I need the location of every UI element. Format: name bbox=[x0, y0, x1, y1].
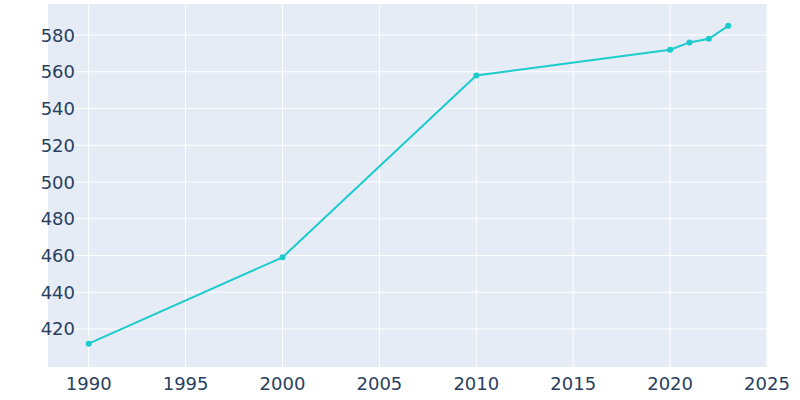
y-grid-line bbox=[48, 182, 767, 183]
x-tick-label: 2010 bbox=[453, 373, 499, 394]
y-tick-label: 560 bbox=[41, 61, 75, 82]
y-tick-label: 460 bbox=[41, 245, 75, 266]
y-tick-label: 540 bbox=[41, 98, 75, 119]
x-tick-label: 2015 bbox=[550, 373, 596, 394]
x-tick-label: 2000 bbox=[260, 373, 306, 394]
point bbox=[86, 341, 92, 347]
y-tick-label: 440 bbox=[41, 282, 75, 303]
x-grid-line bbox=[379, 4, 380, 367]
y-tick-label: 420 bbox=[41, 318, 75, 339]
point bbox=[667, 47, 673, 53]
y-tick-label: 580 bbox=[41, 25, 75, 46]
y-grid-line bbox=[48, 292, 767, 293]
x-grid-line bbox=[573, 4, 574, 367]
series-group bbox=[86, 23, 732, 347]
x-grid-line bbox=[88, 4, 89, 367]
point bbox=[473, 72, 479, 78]
y-grid-line bbox=[48, 255, 767, 256]
y-grid-line bbox=[48, 35, 767, 36]
y-grid-line bbox=[48, 218, 767, 219]
x-grid-line bbox=[185, 4, 186, 367]
y-tick-label: 500 bbox=[41, 172, 75, 193]
point bbox=[725, 23, 731, 29]
x-tick-label: 1995 bbox=[163, 373, 209, 394]
x-tick-label: 2005 bbox=[356, 373, 402, 394]
point bbox=[706, 36, 712, 42]
point bbox=[686, 39, 692, 45]
chart: 420 440 460 480 500 520 540 560 580 1990 1995 2000 2… bbox=[0, 0, 800, 400]
line bbox=[89, 26, 729, 344]
x-tick-label: 1990 bbox=[66, 373, 112, 394]
x-grid-line bbox=[670, 4, 671, 367]
y-grid-line bbox=[48, 145, 767, 146]
x-tick-label: 2025 bbox=[744, 373, 790, 394]
y-grid-line bbox=[48, 71, 767, 72]
point bbox=[279, 254, 285, 260]
plot-area bbox=[48, 4, 767, 367]
x-grid-line bbox=[282, 4, 283, 367]
y-tick-label: 480 bbox=[41, 208, 75, 229]
x-tick-label: 2020 bbox=[647, 373, 693, 394]
y-grid-line bbox=[48, 328, 767, 329]
y-tick-label: 520 bbox=[41, 135, 75, 156]
x-grid-line bbox=[476, 4, 477, 367]
x-grid-line bbox=[767, 4, 768, 367]
y-grid-line bbox=[48, 108, 767, 109]
